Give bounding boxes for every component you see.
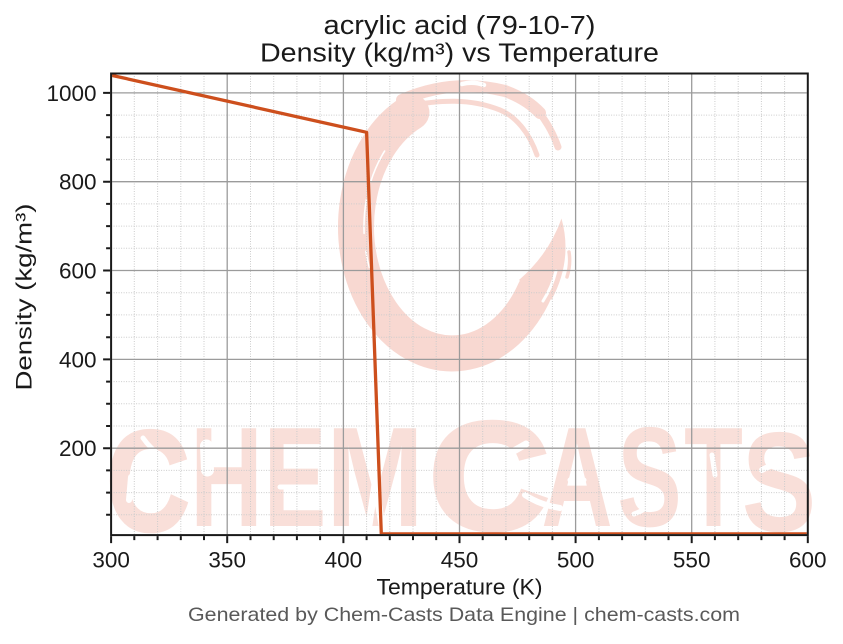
svg-text:Density (kg/m³): Density (kg/m³)	[12, 204, 37, 391]
svg-text:acrylic acid (79-10-7): acrylic acid (79-10-7)	[324, 12, 596, 40]
svg-text:300: 300	[92, 547, 130, 572]
svg-text:400: 400	[59, 347, 97, 372]
svg-text:800: 800	[59, 170, 97, 195]
svg-text:450: 450	[441, 547, 479, 572]
svg-text:M: M	[326, 397, 424, 556]
svg-text:Generated by Chem-Casts Data E: Generated by Chem-Casts Data Engine | ch…	[188, 604, 740, 626]
svg-text:500: 500	[557, 547, 595, 572]
svg-text:S: S	[617, 397, 681, 556]
svg-text:H: H	[190, 398, 263, 557]
svg-text:S: S	[742, 403, 816, 562]
svg-text:400: 400	[325, 547, 363, 572]
svg-text:Density (kg/m³) vs Temperature: Density (kg/m³) vs Temperature	[260, 39, 659, 67]
svg-text:E: E	[264, 398, 326, 556]
svg-text:Temperature (K): Temperature (K)	[377, 575, 543, 600]
svg-text:600: 600	[789, 547, 827, 572]
svg-text:350: 350	[208, 547, 246, 572]
svg-text:550: 550	[673, 547, 711, 572]
svg-text:200: 200	[59, 436, 97, 461]
svg-text:1000: 1000	[46, 81, 96, 106]
svg-text:600: 600	[59, 259, 97, 284]
svg-text:A: A	[541, 397, 612, 556]
